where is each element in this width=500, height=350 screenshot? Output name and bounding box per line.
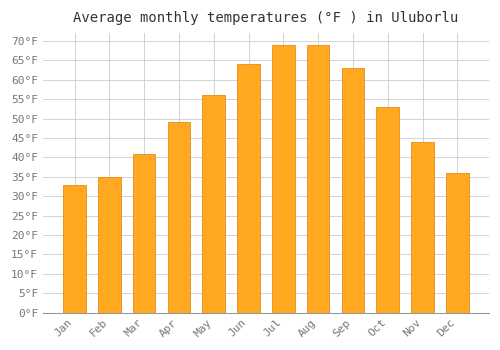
Bar xyxy=(411,142,434,313)
Bar xyxy=(63,184,86,313)
Bar xyxy=(272,45,294,313)
Bar xyxy=(202,95,225,313)
Bar xyxy=(307,45,330,313)
Bar xyxy=(446,173,468,313)
Title: Average monthly temperatures (°F ) in Uluborlu: Average monthly temperatures (°F ) in Ul… xyxy=(74,11,458,25)
Bar xyxy=(376,107,399,313)
Bar xyxy=(237,64,260,313)
Bar xyxy=(98,177,120,313)
Bar xyxy=(133,154,156,313)
Bar xyxy=(168,122,190,313)
Bar xyxy=(342,68,364,313)
